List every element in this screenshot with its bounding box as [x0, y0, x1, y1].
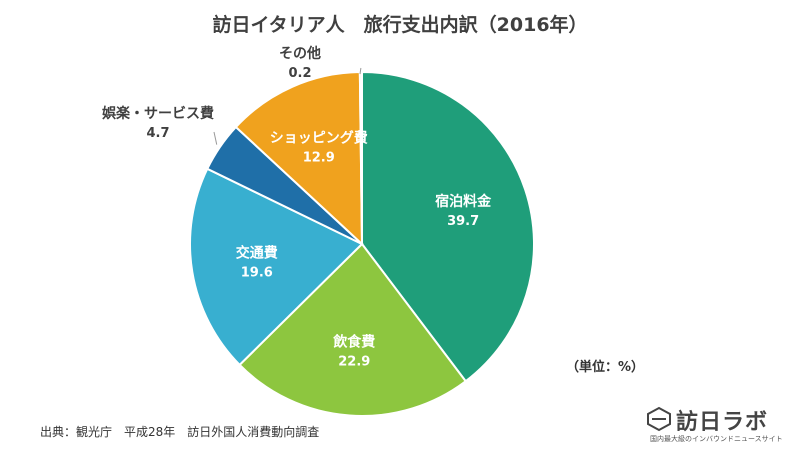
logo-name: 訪日ラボ	[676, 410, 769, 435]
pie-slice	[238, 242, 468, 417]
slice-value-label: 0.2	[288, 66, 311, 81]
pie-slice	[361, 70, 535, 383]
logo-icon	[647, 406, 671, 432]
slice-value-label: 39.7	[447, 214, 479, 229]
slice-value-label: 12.9	[303, 151, 335, 166]
slice-category-label: その他	[279, 45, 321, 62]
leader-line	[213, 131, 218, 145]
slice-category-label: 交通費	[236, 244, 278, 261]
slice-value-label: 19.6	[241, 265, 273, 280]
slice-category-label: 宿泊料金	[435, 193, 492, 210]
brand-logo: 訪日ラボ 国内最大級のインバウンドニュースサイト	[646, 404, 796, 444]
leader-line	[359, 67, 362, 75]
slice-value-label: 22.9	[338, 354, 370, 369]
slice-value-label: 4.7	[146, 126, 169, 141]
slice-category-label: 娯楽・サービス費	[102, 105, 214, 122]
pie-slice	[189, 167, 364, 367]
slice-category-label: ショッピング費	[270, 130, 368, 147]
source-note: 出典：観光庁 平成28年 訪日外国人消費動向調査	[40, 425, 320, 439]
chart-title: 訪日イタリア人 旅行支出内訳（2016年）	[212, 14, 588, 36]
slice-category-label: 飲食費	[332, 333, 375, 350]
unit-label: （単位：%）	[566, 360, 645, 375]
pie-slice	[234, 71, 364, 247]
logo-tagline: 国内最大級のインバウンドニュースサイト	[650, 435, 783, 443]
